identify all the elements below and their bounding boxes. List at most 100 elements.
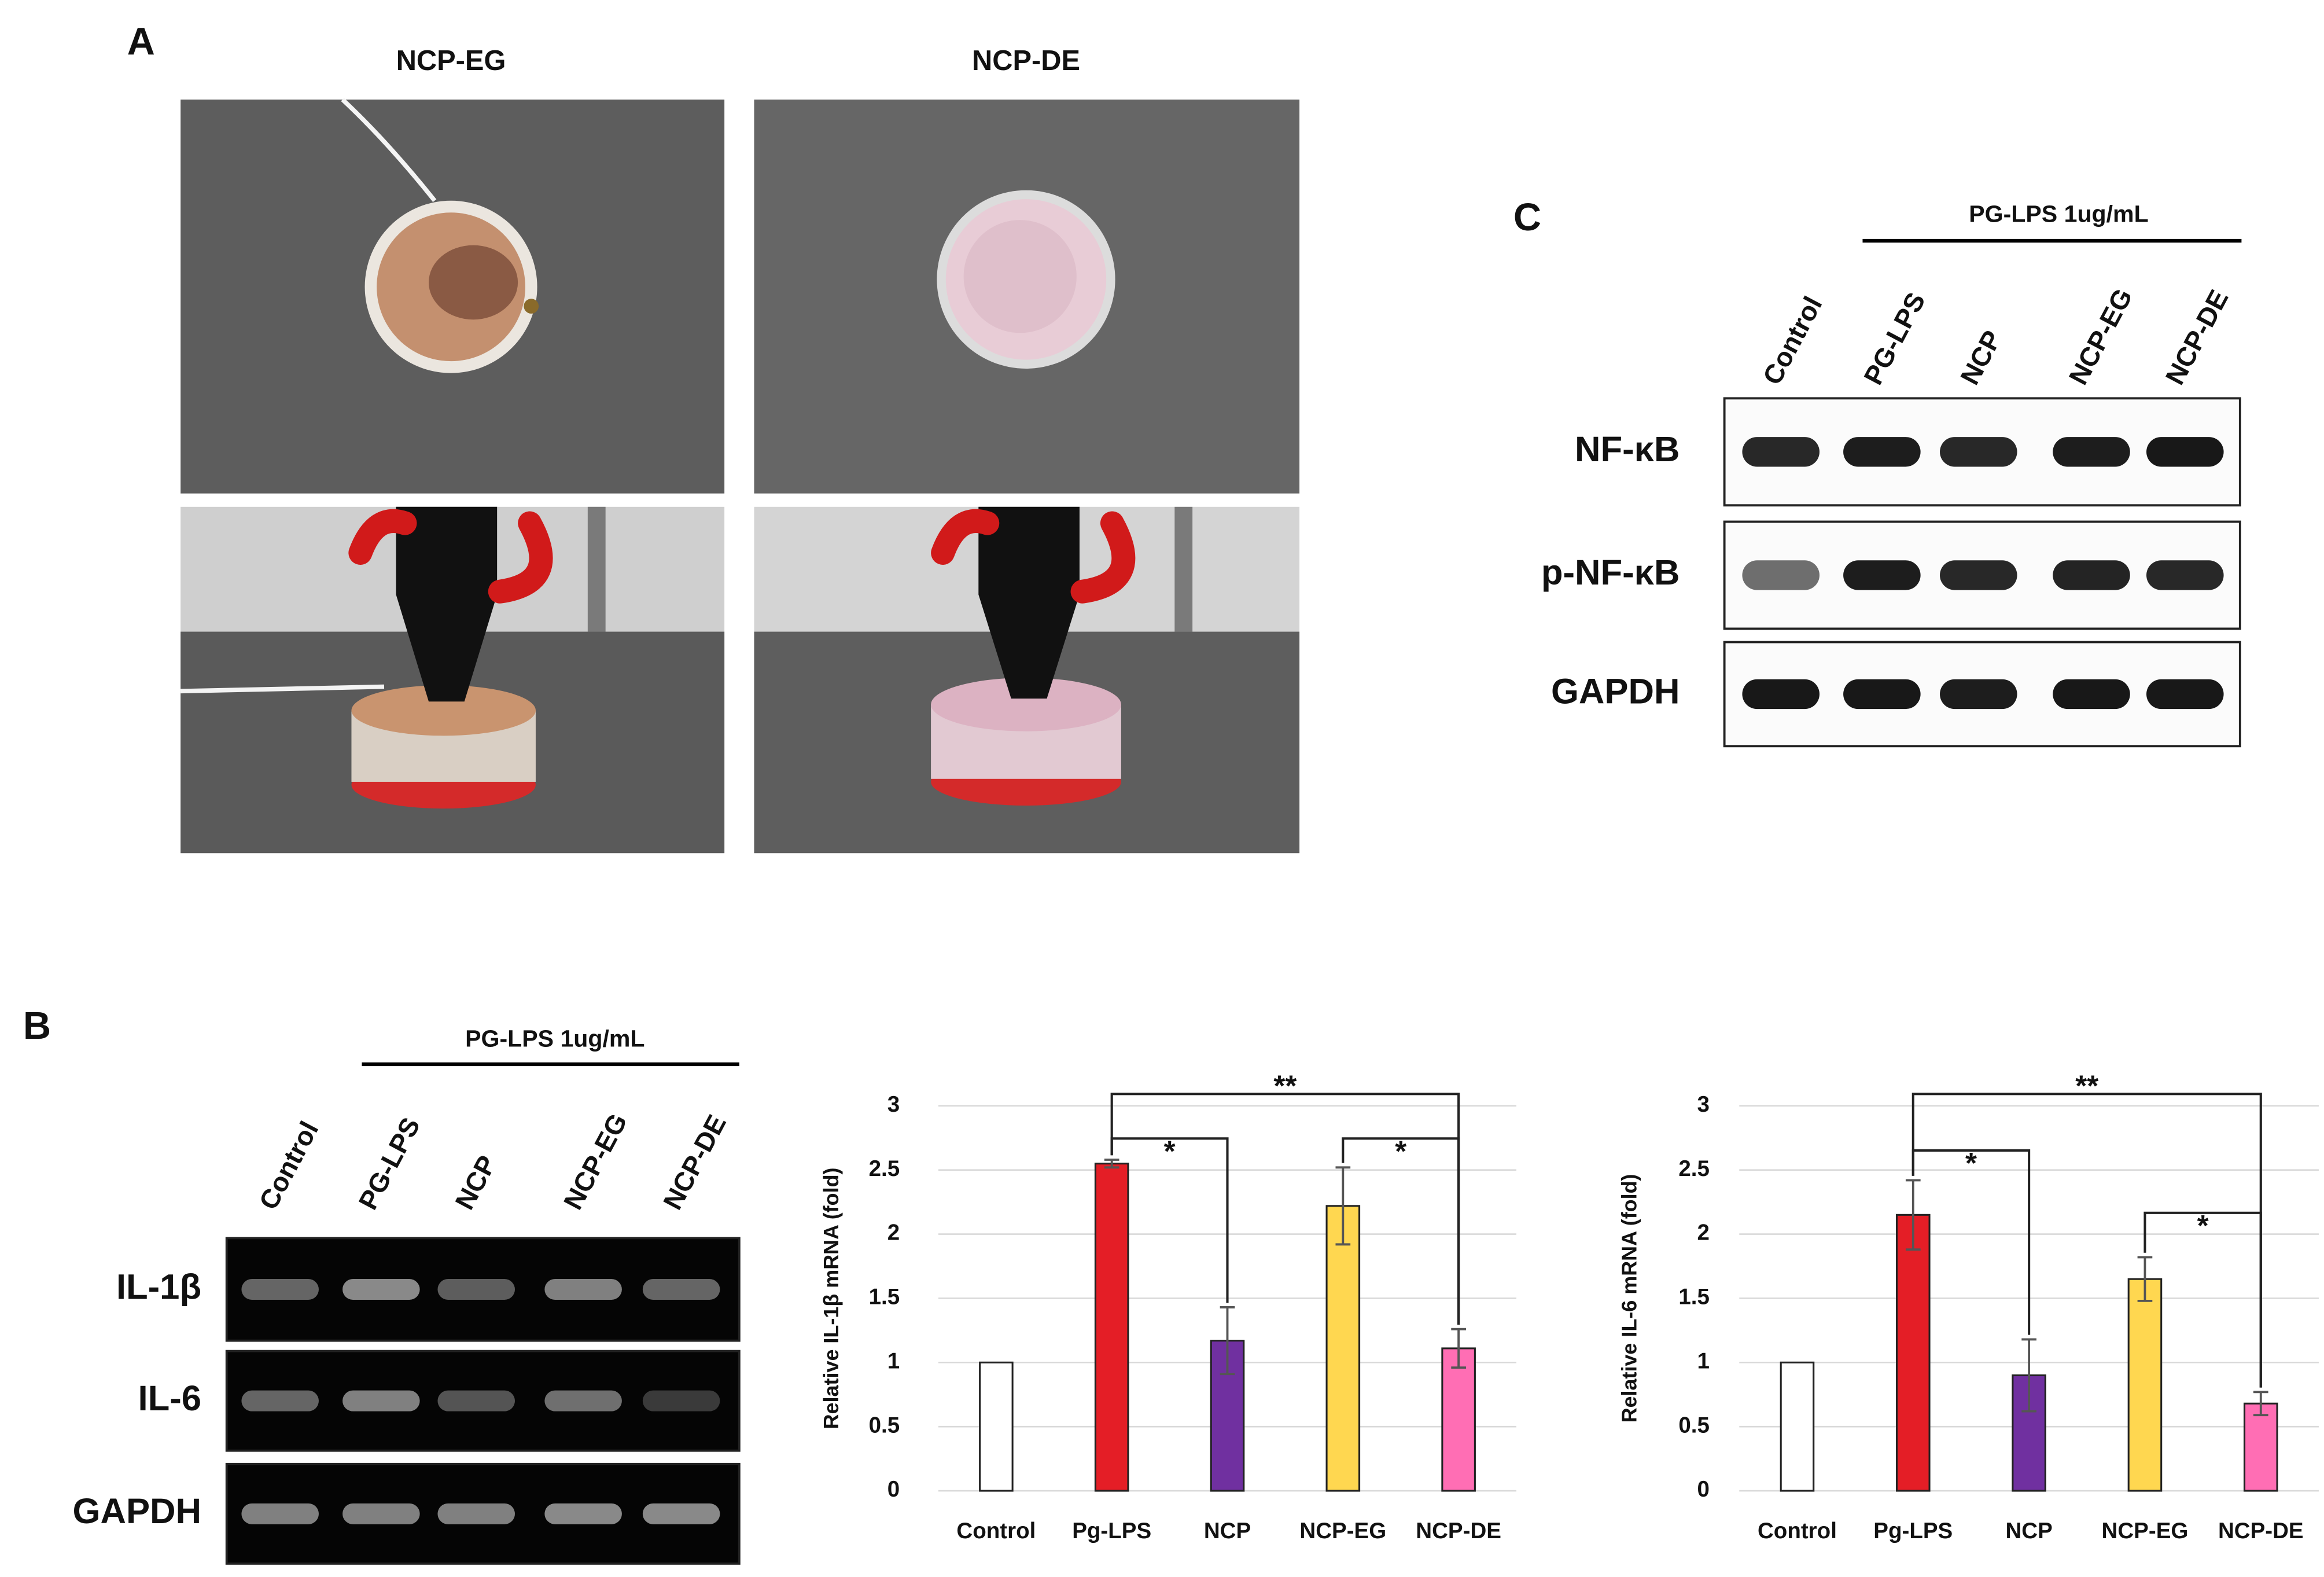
panel-label: A <box>127 21 155 64</box>
row-label: IL-6 <box>138 1379 202 1418</box>
y-tick-label: 0.5 <box>1678 1413 1710 1438</box>
band <box>437 1503 515 1524</box>
x-tick-label: NCP-EG <box>1299 1519 1386 1543</box>
bar <box>2127 1278 2163 1492</box>
y-axis-label: Relative IL-1β mRNA (fold) <box>819 1167 843 1429</box>
band <box>1742 560 1820 590</box>
lane-label: Control <box>253 1116 324 1214</box>
band <box>1940 560 2017 590</box>
band <box>642 1503 720 1524</box>
bar <box>1441 1347 1476 1492</box>
significance-label: * <box>2197 1209 2209 1242</box>
y-tick-label: 1.5 <box>869 1285 900 1310</box>
bar <box>1325 1205 1361 1492</box>
treatment-label: PG-LPS 1ug/mL <box>465 1025 644 1052</box>
lane-label: NCP-DE <box>2160 285 2234 389</box>
y-tick-label: 3 <box>887 1092 900 1117</box>
lane-label: PG-LPS <box>1858 288 1931 389</box>
row-label: GAPDH <box>73 1491 202 1531</box>
band <box>241 1390 319 1411</box>
lane-label: NCP-EG <box>2063 284 2138 389</box>
y-tick-label: 2 <box>887 1221 900 1245</box>
band <box>342 1279 420 1300</box>
lane-label: NCP <box>449 1150 502 1215</box>
photo <box>754 506 1300 854</box>
lane-label: NCP <box>1954 325 2008 389</box>
band <box>1742 437 1820 467</box>
row-label: p-NF-κB <box>1541 553 1680 593</box>
y-axis-label: Relative IL-6 mRNA (fold) <box>1617 1174 1641 1422</box>
y-tick-label: 2.5 <box>869 1156 900 1181</box>
lane-label: Control <box>1756 292 1828 389</box>
x-tick-label: NCP-DE <box>1416 1519 1501 1543</box>
significance-label: * <box>1395 1135 1406 1168</box>
band <box>342 1390 420 1411</box>
y-tick-label: 3 <box>1697 1092 1710 1117</box>
band <box>2146 437 2224 467</box>
row-label: NF-κB <box>1575 429 1680 469</box>
significance-bracket <box>1110 1093 1460 1325</box>
y-tick-label: 1 <box>1697 1348 1710 1373</box>
significance-label: * <box>1164 1135 1176 1168</box>
band <box>2146 560 2224 590</box>
panel-label: C <box>1513 196 1541 239</box>
band <box>2053 560 2130 590</box>
band <box>1843 679 1921 710</box>
band <box>437 1390 515 1411</box>
y-tick-label: 2 <box>1697 1221 1710 1245</box>
treatment-label: PG-LPS 1ug/mL <box>1969 200 2148 227</box>
band <box>1940 679 2017 710</box>
y-tick-label: 0 <box>1697 1477 1710 1502</box>
significance-bracket <box>1912 1149 2031 1335</box>
significance-bracket <box>1110 1137 1229 1303</box>
band <box>1843 560 1921 590</box>
band <box>2146 679 2224 710</box>
x-tick-label: NCP <box>2005 1519 2052 1543</box>
lane-label: NCP-EG <box>558 1108 633 1214</box>
band <box>642 1279 720 1300</box>
column-title: NCP-DE <box>972 45 1080 76</box>
band <box>544 1279 622 1300</box>
band <box>544 1503 622 1524</box>
band <box>437 1279 515 1300</box>
significance-bracket <box>2143 1211 2262 1388</box>
y-tick-label: 2.5 <box>1678 1156 1710 1181</box>
band <box>544 1390 622 1411</box>
significance-label: * <box>1965 1146 1977 1179</box>
band <box>342 1503 420 1524</box>
y-tick-label: 0.5 <box>869 1413 900 1438</box>
photo <box>181 98 725 494</box>
row-label: GAPDH <box>1551 672 1680 712</box>
band <box>1940 437 2017 467</box>
x-tick-label: NCP <box>1204 1519 1251 1543</box>
lane-label: PG-LPS <box>352 1112 426 1214</box>
x-tick-label: Pg-LPS <box>1072 1519 1151 1543</box>
lane-label: NCP-DE <box>657 1110 732 1215</box>
x-tick-label: NCP-EG <box>2102 1519 2189 1543</box>
significance-label: ** <box>2075 1069 2098 1102</box>
bar <box>1094 1163 1129 1492</box>
y-tick-label: 0 <box>887 1477 900 1502</box>
bar <box>979 1361 1014 1492</box>
band <box>241 1279 319 1300</box>
bar <box>2243 1402 2278 1492</box>
x-tick-label: Control <box>1758 1519 1837 1543</box>
x-tick-label: NCP-DE <box>2218 1519 2304 1543</box>
significance-label: ** <box>1273 1069 1297 1102</box>
column-title: NCP-EG <box>396 45 506 76</box>
band <box>2053 679 2130 710</box>
significance-bracket <box>1342 1137 1460 1325</box>
photo <box>754 100 1300 494</box>
bar <box>1895 1214 1931 1492</box>
x-tick-label: Control <box>956 1519 1036 1543</box>
band <box>241 1503 319 1524</box>
photo <box>181 506 725 854</box>
band <box>2053 437 2130 467</box>
y-tick-label: 1 <box>887 1348 900 1373</box>
band <box>1843 437 1921 467</box>
band <box>1742 679 1820 710</box>
row-label: IL-1β <box>116 1267 201 1307</box>
panel-label: B <box>23 1005 51 1047</box>
